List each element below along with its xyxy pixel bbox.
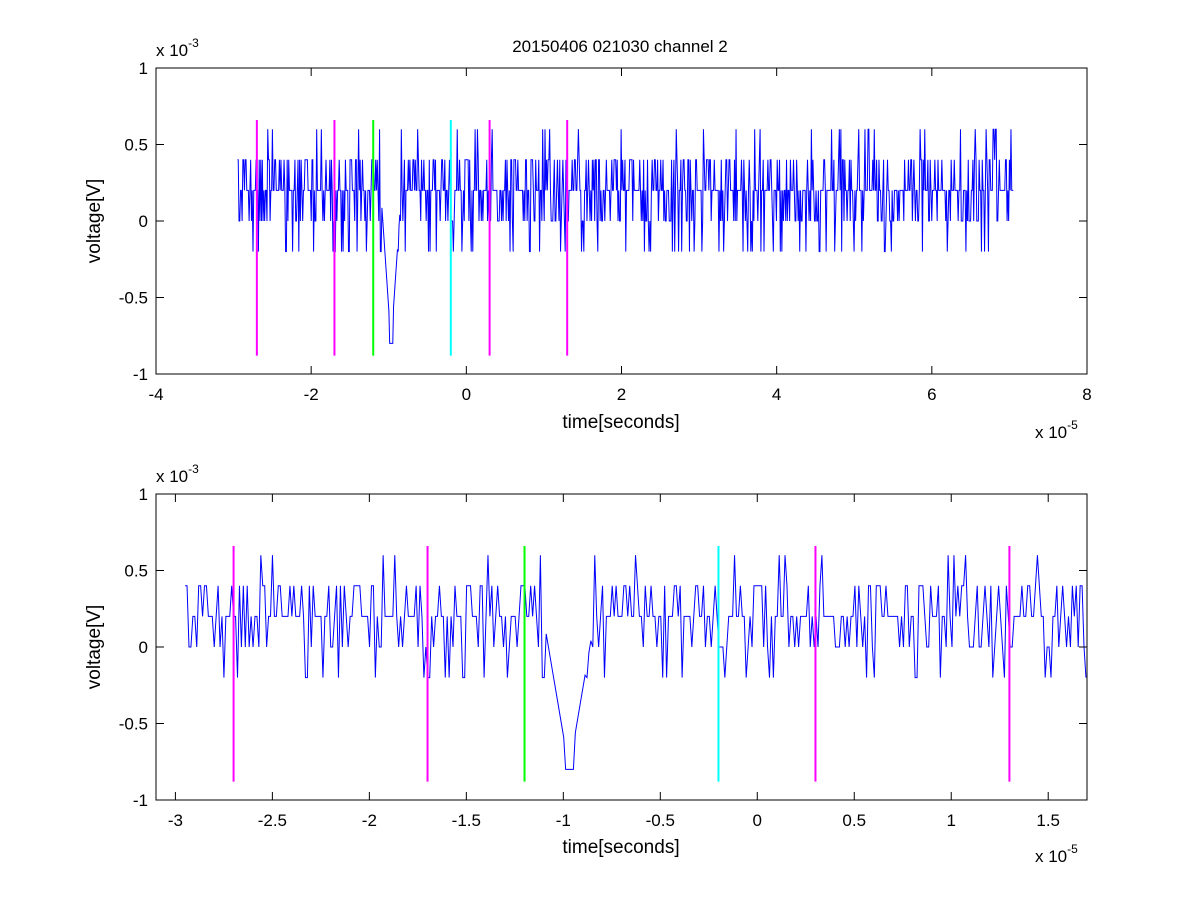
top-x-multiplier-base: x 10 bbox=[1035, 423, 1067, 442]
top-y-multiplier: x 10-3 bbox=[156, 36, 199, 60]
top-y-tick-label: 0.5 bbox=[124, 136, 148, 155]
bottom-x-multiplier-base: x 10 bbox=[1035, 847, 1067, 866]
top-x-tick-label: 2 bbox=[617, 385, 626, 404]
bottom-signal-group bbox=[185, 555, 1087, 770]
top-signal-trace bbox=[237, 128, 1014, 344]
bottom-x-axis-label: time[seconds] bbox=[562, 837, 679, 858]
top-x-multiplier-exponent: -5 bbox=[1067, 418, 1078, 432]
bottom-x-tick-label: 1.5 bbox=[1036, 811, 1060, 830]
top-y-axis-label: voltage[V] bbox=[84, 179, 105, 264]
bottom-tick-group: -3 -2.5 -2 -1.5 -1 -0.5 0 0.5 1 1.5 -1 -0.5 0 0.5 1 bbox=[119, 485, 1087, 830]
top-signal-group bbox=[237, 128, 1014, 344]
bottom-y-tick-label: -1 bbox=[133, 791, 148, 810]
bottom-y-multiplier-base: x 10 bbox=[156, 467, 188, 486]
top-x-tick-label: 4 bbox=[772, 385, 781, 404]
bottom-y-tick-label: -0.5 bbox=[119, 715, 148, 734]
bottom-x-tick-label: -3 bbox=[168, 811, 183, 830]
bottom-y-tick-label: 0 bbox=[139, 638, 148, 657]
top-x-tick-label: -2 bbox=[304, 385, 319, 404]
bottom-y-axis-label: voltage[V] bbox=[84, 605, 105, 690]
bottom-x-tick-label: -1.5 bbox=[452, 811, 481, 830]
top-y-tick-label: 0 bbox=[139, 212, 148, 231]
bottom-signal-trace bbox=[185, 555, 1087, 770]
top-x-tick-label: -4 bbox=[148, 385, 163, 404]
top-x-tick-label: 8 bbox=[1082, 385, 1091, 404]
bottom-x-tick-label: 0 bbox=[753, 811, 762, 830]
bottom-x-tick-label: -2 bbox=[362, 811, 377, 830]
top-x-axis-label: time[seconds] bbox=[562, 412, 679, 433]
bottom-x-tick-label: 1 bbox=[946, 811, 955, 830]
top-axes: -4 -2 0 2 4 6 8 -1 -0.5 0 0.5 1 time[seconds] volta… bbox=[84, 36, 1092, 442]
bottom-y-multiplier: x 10-3 bbox=[156, 462, 199, 486]
bottom-marker-group bbox=[232, 546, 1011, 782]
top-x-tick-label: 6 bbox=[927, 385, 936, 404]
bottom-x-tick-label: -2.5 bbox=[258, 811, 287, 830]
top-y-multiplier-base: x 10 bbox=[156, 41, 188, 60]
top-y-multiplier-exponent: -3 bbox=[188, 36, 199, 50]
bottom-axes: -3 -2.5 -2 -1.5 -1 -0.5 0 0.5 1 1.5 -1 -0.5 0 0.5 1 ti… bbox=[84, 462, 1088, 866]
bottom-y-tick-label: 0.5 bbox=[124, 562, 148, 581]
bottom-x-multiplier-exponent: -5 bbox=[1067, 842, 1078, 856]
figure-title: 20150406 021030 channel 2 bbox=[512, 37, 728, 56]
top-x-multiplier: x 10-5 bbox=[1035, 418, 1078, 442]
bottom-x-multiplier: x 10-5 bbox=[1035, 842, 1078, 866]
bottom-x-tick-label: 0.5 bbox=[842, 811, 866, 830]
top-y-tick-label: -1 bbox=[133, 365, 148, 384]
top-x-tick-label: 0 bbox=[462, 385, 471, 404]
bottom-x-tick-label: -0.5 bbox=[646, 811, 675, 830]
bottom-y-multiplier-exponent: -3 bbox=[188, 462, 199, 476]
top-y-tick-label: 1 bbox=[139, 59, 148, 78]
bottom-y-tick-label: 1 bbox=[139, 485, 148, 504]
bottom-x-tick-label: -1 bbox=[556, 811, 571, 830]
top-y-tick-label: -0.5 bbox=[119, 289, 148, 308]
top-tick-group: -4 -2 0 2 4 6 8 -1 -0.5 0 0.5 1 bbox=[119, 59, 1092, 404]
bottom-axes-frame bbox=[155, 493, 1088, 801]
top-marker-group bbox=[255, 120, 569, 356]
